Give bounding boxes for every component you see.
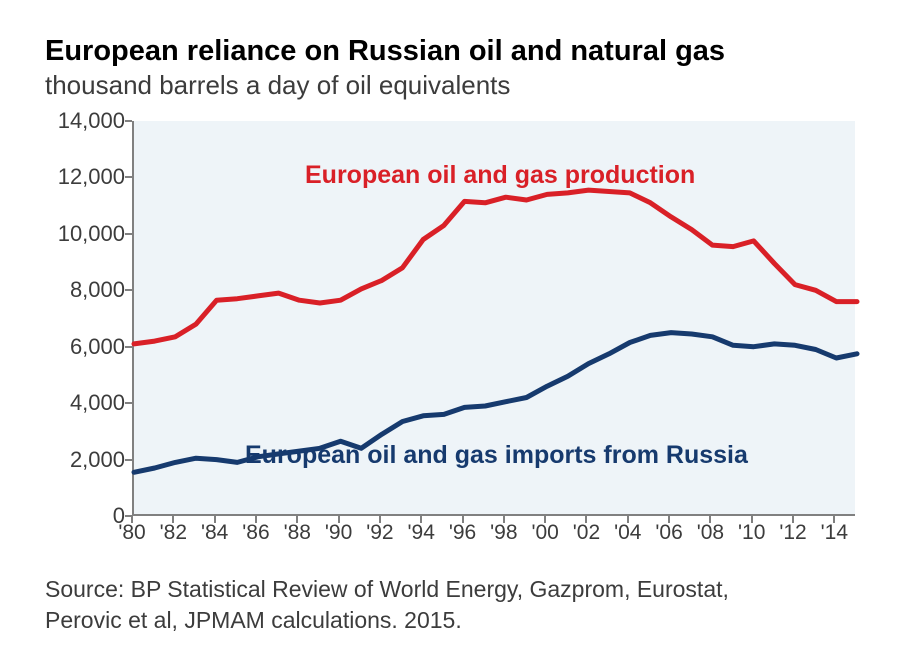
x-axis-tick-mark (585, 516, 587, 523)
x-axis-tick-label: '84 (201, 521, 228, 545)
x-axis-tick-label: '90 (325, 521, 352, 545)
x-axis-tick-label: '12 (779, 521, 806, 545)
x-axis-tick-mark (255, 516, 257, 523)
y-axis-tick-label: 10,000 (45, 221, 125, 247)
x-axis-tick-label: '98 (490, 521, 517, 545)
x-axis-tick-label: '96 (449, 521, 476, 545)
y-axis-tick-mark (125, 289, 132, 291)
y-axis-tick-label: 6,000 (45, 334, 125, 360)
series-label-imports: European oil and gas imports from Russia (245, 441, 748, 470)
y-axis-tick-mark (125, 402, 132, 404)
x-axis-tick-mark (751, 516, 753, 523)
x-axis-tick-label: '00 (531, 521, 558, 545)
x-axis-tick-label: '86 (242, 521, 269, 545)
chart-subtitle: thousand barrels a day of oil equivalent… (45, 70, 855, 101)
y-axis-tick-label: 2,000 (45, 447, 125, 473)
x-axis-tick-label: '94 (408, 521, 435, 545)
x-axis-tick-label: '82 (160, 521, 187, 545)
x-axis-tick-mark (296, 516, 298, 523)
y-axis-tick-label: 8,000 (45, 277, 125, 303)
x-axis-tick-label: '92 (366, 521, 393, 545)
x-axis-tick-mark (462, 516, 464, 523)
x-axis-tick-mark (668, 516, 670, 523)
y-axis-tick-mark (125, 120, 132, 122)
y-axis-tick-mark (125, 176, 132, 178)
source-line: Perovic et al, JPMAM calculations. 2015. (45, 605, 855, 636)
series-label-production: European oil and gas production (305, 161, 695, 190)
x-axis-tick-label: '10 (738, 521, 765, 545)
y-axis-tick-label: 0 (45, 503, 125, 529)
x-axis-tick-mark (214, 516, 216, 523)
y-axis-tick-mark (125, 459, 132, 461)
x-axis-tick-label: '02 (573, 521, 600, 545)
y-axis-tick-label: 4,000 (45, 390, 125, 416)
x-axis-tick-label: '80 (118, 521, 145, 545)
chart-source: Source: BP Statistical Review of World E… (45, 574, 855, 636)
line-chart: 0 2,000 4,000 6,000 8,000 10,000 12,000 14,000 '… (45, 111, 855, 556)
x-axis-tick-mark (379, 516, 381, 523)
y-axis-tick-mark (125, 233, 132, 235)
y-axis-tick-mark (125, 346, 132, 348)
x-axis-tick-mark (338, 516, 340, 523)
x-axis-tick-mark (627, 516, 629, 523)
x-axis-tick-mark (420, 516, 422, 523)
x-axis-tick-label: '88 (284, 521, 311, 545)
x-axis-tick-mark (544, 516, 546, 523)
y-axis-tick-label: 12,000 (45, 164, 125, 190)
x-axis-tick-mark (172, 516, 174, 523)
x-axis-tick-label: '06 (655, 521, 682, 545)
x-axis-tick-label: '14 (821, 521, 848, 545)
x-axis-tick-label: '08 (697, 521, 724, 545)
chart-title: European reliance on Russian oil and nat… (45, 35, 855, 68)
x-axis-tick-mark (833, 516, 835, 523)
x-axis-tick-mark (709, 516, 711, 523)
x-axis-tick-mark (792, 516, 794, 523)
x-axis-tick-mark (131, 516, 133, 523)
series-line-production (134, 190, 857, 344)
x-axis-tick-mark (503, 516, 505, 523)
x-axis-tick-label: '04 (614, 521, 641, 545)
source-line: Source: BP Statistical Review of World E… (45, 574, 855, 605)
y-axis-tick-label: 14,000 (45, 108, 125, 134)
